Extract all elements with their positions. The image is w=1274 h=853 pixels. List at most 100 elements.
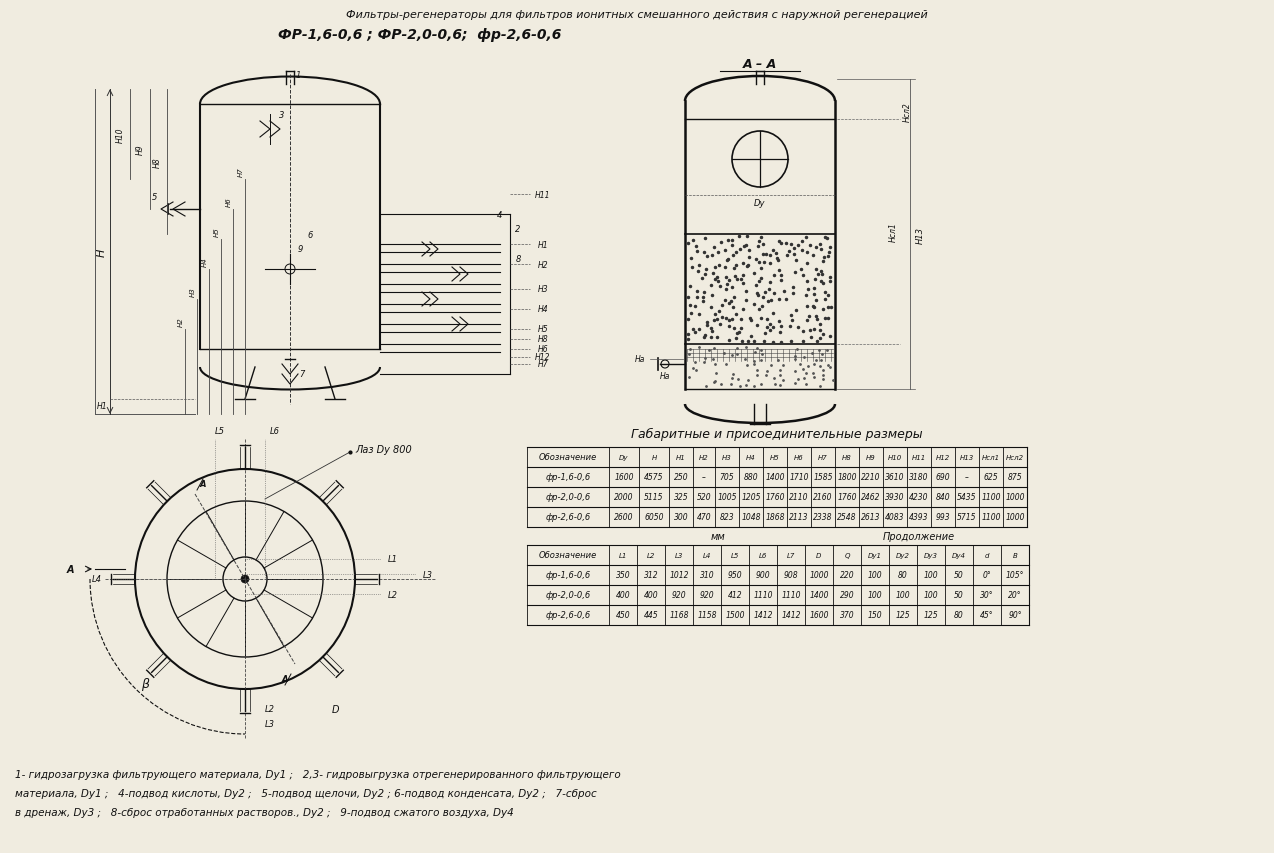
Text: 100: 100 [924,591,939,600]
Text: H12: H12 [535,353,550,362]
Text: 1000: 1000 [809,571,829,580]
Text: фр-1,6-0,6: фр-1,6-0,6 [545,473,591,482]
Text: 1000: 1000 [1005,513,1024,522]
Text: H10: H10 [116,127,125,142]
Text: 290: 290 [840,591,855,600]
Text: Фильтры-регенераторы для фильтров ионитных смешанного действия с наружной регене: Фильтры-регенераторы для фильтров ионитн… [347,10,927,20]
Text: 125: 125 [924,611,939,620]
Text: H1: H1 [538,241,548,249]
Text: H6: H6 [794,455,804,461]
Text: 370: 370 [840,611,855,620]
Text: –: – [966,473,970,482]
Text: L2: L2 [647,553,655,559]
Text: 300: 300 [674,513,688,522]
Text: Dy2: Dy2 [896,553,910,559]
Text: 30°: 30° [980,591,994,600]
Text: 840: 840 [935,493,950,502]
Text: 312: 312 [643,571,659,580]
Text: 4: 4 [497,210,503,219]
Text: 2462: 2462 [861,493,880,502]
Text: в дренаж, Dy3 ;   8-сброс отработанных растворов., Dy2 ;   9-подвод сжатого возд: в дренаж, Dy3 ; 8-сброс отработанных рас… [15,807,513,817]
Text: L1: L1 [619,553,627,559]
Text: Нсл2: Нсл2 [1006,455,1024,461]
Text: 412: 412 [727,591,743,600]
Text: 2000: 2000 [614,493,633,502]
Text: H5: H5 [769,455,780,461]
Text: 1760: 1760 [766,493,785,502]
Text: 470: 470 [697,513,711,522]
Text: 1100: 1100 [981,513,1001,522]
Text: Обозначение: Обозначение [539,453,598,462]
Text: A: A [66,565,74,574]
Text: 1412: 1412 [781,611,801,620]
Text: H3: H3 [190,287,196,297]
Text: H6: H6 [225,197,232,206]
Text: 1048: 1048 [741,513,761,522]
Text: 1110: 1110 [781,591,801,600]
Text: 520: 520 [697,493,711,502]
Text: H7: H7 [538,360,548,369]
Text: 7: 7 [299,370,304,379]
Text: H13: H13 [959,455,975,461]
Text: Q: Q [845,553,850,559]
Text: 4393: 4393 [910,513,929,522]
Text: 1600: 1600 [809,611,829,620]
Text: фр-2,6-0,6: фр-2,6-0,6 [545,611,591,620]
Text: H4: H4 [538,305,548,314]
Text: β: β [141,677,149,691]
Text: 2548: 2548 [837,513,856,522]
Text: L6: L6 [270,427,280,436]
Text: L7: L7 [787,553,795,559]
Text: B: B [1013,553,1018,559]
Text: L2: L2 [265,705,275,714]
Text: 1158: 1158 [697,611,717,620]
Text: H4: H4 [203,257,208,266]
Text: 5715: 5715 [957,513,977,522]
Text: 823: 823 [720,513,734,522]
Text: 4575: 4575 [645,473,664,482]
Text: 1585: 1585 [813,473,833,482]
Text: H1: H1 [97,402,107,411]
Text: 900: 900 [755,571,771,580]
Text: L3: L3 [675,553,683,559]
Text: фр-2,0-0,6: фр-2,0-0,6 [545,591,591,600]
Text: 2160: 2160 [813,493,833,502]
Text: 3610: 3610 [885,473,905,482]
Text: На: На [634,355,645,364]
Text: H2: H2 [538,260,548,270]
Text: 1- гидрозагрузка фильтрующего материала, Dy1 ;   2,3- гидровыгрузка отрегенериро: 1- гидрозагрузка фильтрующего материала,… [15,769,620,779]
Text: L4: L4 [92,575,102,583]
Text: 50: 50 [954,591,964,600]
Text: 90°: 90° [1008,611,1022,620]
Text: 310: 310 [699,571,715,580]
Text: 100: 100 [896,591,911,600]
Text: Лаз Dy 800: Лаз Dy 800 [355,444,412,455]
Text: 1412: 1412 [753,611,773,620]
Text: ФР-1,6-0,6 ; ФР-2,0-0,6;  фр-2,6-0,6: ФР-1,6-0,6 ; ФР-2,0-0,6; фр-2,6-0,6 [278,28,562,42]
Text: H: H [651,455,656,461]
Text: 1012: 1012 [669,571,689,580]
Text: 3930: 3930 [885,493,905,502]
Text: 45°: 45° [980,611,994,620]
Text: 6: 6 [307,230,312,239]
Text: 1: 1 [296,71,301,79]
Text: 100: 100 [868,571,883,580]
Text: L5: L5 [731,553,739,559]
Text: H9: H9 [866,455,877,461]
Text: 1168: 1168 [669,611,689,620]
Text: 2600: 2600 [614,513,633,522]
Text: Dy4: Dy4 [952,553,966,559]
Text: 880: 880 [744,473,758,482]
Text: А – А: А – А [743,59,777,72]
Text: H10: H10 [888,455,902,461]
Text: 0°: 0° [982,571,991,580]
Text: 400: 400 [615,591,631,600]
Text: 2: 2 [515,225,521,235]
Text: 325: 325 [674,493,688,502]
Text: d: d [985,553,989,559]
Text: H4: H4 [747,455,755,461]
Text: 9: 9 [297,245,303,254]
Text: H: H [97,248,107,257]
Text: фр-1,6-0,6: фр-1,6-0,6 [545,571,591,580]
Text: фр-2,0-0,6: фр-2,0-0,6 [545,493,591,502]
